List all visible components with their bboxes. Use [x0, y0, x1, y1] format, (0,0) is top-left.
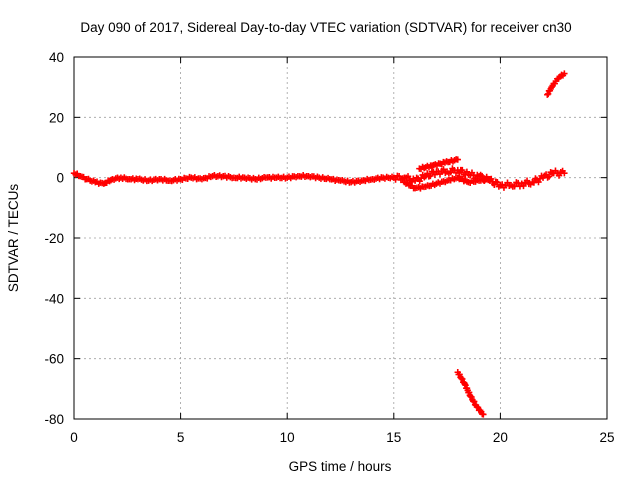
data-point-main-band	[545, 173, 553, 180]
x-tick-label: 20	[493, 430, 508, 445]
y-tick-label: 0	[56, 171, 64, 186]
y-tick-label: -20	[44, 231, 64, 246]
y-tick-label: -40	[44, 291, 64, 306]
data-point-main-band	[494, 178, 501, 186]
data-point-main-band	[440, 166, 447, 173]
data-point-low-arc	[480, 411, 487, 418]
data-point-main-band	[535, 178, 542, 186]
y-tick-label: -60	[44, 352, 64, 367]
y-axis-label: SDTVAR / TECUs	[6, 184, 21, 293]
data-point-main-band	[459, 166, 466, 174]
data-point-main-band	[427, 172, 434, 180]
x-axis-label: GPS time / hours	[289, 459, 392, 474]
chart-title: Day 090 of 2017, Sidereal Day-to-day VTE…	[80, 20, 571, 35]
data-point-upper-trace	[454, 156, 461, 163]
y-tick-label: 40	[49, 50, 64, 65]
data-point-main-band	[523, 177, 531, 184]
data-point-main-band	[404, 173, 412, 180]
grid	[74, 57, 607, 419]
x-tick-label: 10	[280, 430, 295, 445]
data-point-main-band	[561, 169, 568, 177]
data-point-high-arc	[561, 70, 568, 77]
data-point-secondary-band	[486, 175, 493, 183]
axis-ticks: 0 5 10 15 20 25 40 20 0 -20 -40 -60 -80	[44, 50, 614, 445]
data-point-high-arc	[544, 91, 551, 98]
y-tick-label: 20	[49, 110, 64, 125]
data-point-low-arc	[459, 375, 466, 383]
data-point-main-band	[418, 174, 425, 182]
x-tick-label: 25	[599, 430, 614, 445]
x-tick-label: 15	[386, 430, 401, 445]
data-point-main-band	[395, 173, 403, 180]
x-tick-label: 5	[177, 430, 185, 445]
data-point-low-arc	[471, 398, 478, 405]
x-tick-label: 0	[70, 430, 78, 445]
data-point-main-band	[555, 172, 563, 179]
data-points	[70, 70, 568, 418]
data-point-main-band	[520, 182, 527, 190]
y-tick-label: -80	[44, 412, 64, 427]
